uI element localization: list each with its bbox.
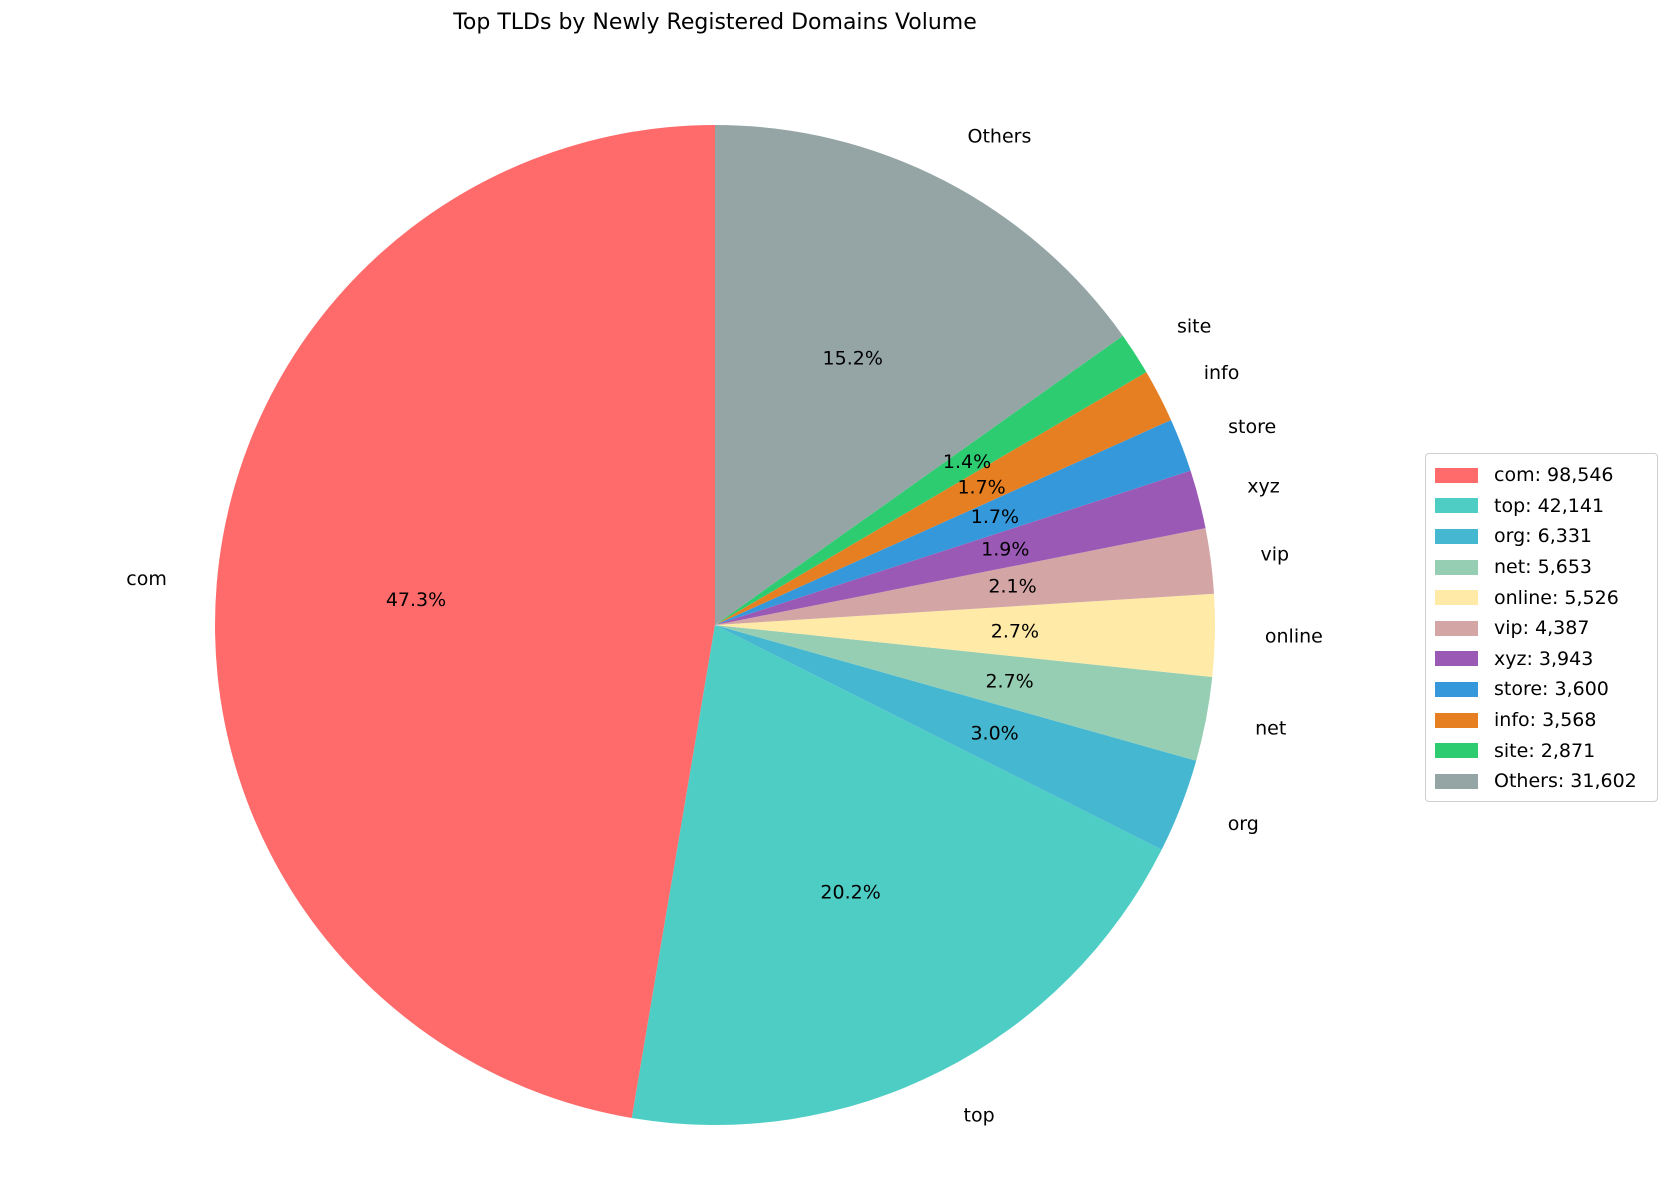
- legend-label: vip: 4,387: [1494, 617, 1590, 640]
- legend-item-top: top: 42,141: [1426, 491, 1657, 522]
- legend-label: org: 6,331: [1494, 525, 1592, 548]
- legend-label: com: 98,546: [1494, 464, 1614, 487]
- legend-swatch: [1435, 528, 1478, 544]
- percent-labels: 47.3% 20.2% 3.0% 2.7% 2.7% 2.1% 1.9% 1.7% 1.7% 1.…: [386, 348, 1039, 904]
- slice-site: [715, 335, 1147, 625]
- pie-slices: [215, 125, 1215, 1125]
- slice-info: [715, 372, 1172, 625]
- legend-item-xyz: xyz: 3,943: [1426, 644, 1657, 675]
- legend-swatch: [1435, 743, 1478, 759]
- slice-others: [715, 125, 1123, 625]
- slice-label-net: net: [1255, 718, 1286, 740]
- legend-label: xyz: 3,943: [1494, 647, 1594, 670]
- legend-item-com: com: 98,546: [1426, 460, 1657, 491]
- legend-label: top: 42,141: [1494, 494, 1605, 517]
- legend-item-net: net: 5,653: [1426, 552, 1657, 583]
- legend-item-vip: vip: 4,387: [1426, 613, 1657, 644]
- legend-item-org: org: 6,331: [1426, 521, 1657, 552]
- slice-vip: [715, 528, 1215, 625]
- chart-title: Top TLDs by Newly Registered Domains Vol…: [453, 10, 977, 35]
- legend-label: store: 3,600: [1494, 678, 1609, 701]
- percent-label-site: 1.4%: [943, 451, 991, 473]
- legend-swatch: [1435, 681, 1478, 697]
- percent-label-top: 20.2%: [820, 882, 880, 904]
- legend-item-others: Others: 31,602: [1426, 766, 1657, 797]
- legend-label: info: 3,568: [1494, 709, 1597, 732]
- slice-online: [715, 593, 1215, 678]
- legend: com: 98,546 top: 42,141 org: 6,331 net: 5,6…: [1425, 453, 1658, 802]
- legend-swatch: [1435, 620, 1478, 636]
- legend-swatch: [1435, 651, 1478, 667]
- slice-label-xyz: xyz: [1247, 476, 1279, 498]
- percent-label-xyz: 1.9%: [981, 539, 1029, 561]
- slice-top: [631, 625, 1162, 1125]
- slice-label-top: top: [964, 1105, 995, 1127]
- percent-label-net: 2.7%: [985, 671, 1033, 693]
- legend-swatch: [1435, 467, 1478, 483]
- pie-chart: com top org net online vip xyz store info site Oth…: [126, 125, 1323, 1127]
- legend-item-site: site: 2,871: [1426, 735, 1657, 766]
- percent-label-vip: 2.1%: [988, 576, 1036, 598]
- legend-swatch: [1435, 498, 1478, 514]
- slice-label-vip: vip: [1261, 543, 1290, 565]
- legend-swatch: [1435, 773, 1478, 789]
- slice-org: [715, 625, 1197, 850]
- percent-label-others: 15.2%: [823, 348, 883, 370]
- legend-label: net: 5,653: [1494, 556, 1593, 579]
- percent-label-com: 47.3%: [386, 589, 446, 611]
- slice-label-com: com: [126, 568, 167, 590]
- slice-xyz: [715, 470, 1206, 625]
- percent-label-org: 3.0%: [970, 723, 1018, 745]
- slice-labels: com top org net online vip xyz store info site Oth…: [126, 125, 1323, 1126]
- legend-swatch: [1435, 559, 1478, 575]
- slice-label-others: Others: [968, 125, 1032, 147]
- legend-item-store: store: 3,600: [1426, 674, 1657, 705]
- legend-item-online: online: 5,526: [1426, 582, 1657, 613]
- slice-com: [215, 125, 715, 1119]
- legend-swatch: [1435, 590, 1478, 606]
- slice-label-org: org: [1228, 813, 1259, 835]
- percent-label-info: 1.7%: [957, 476, 1005, 498]
- percent-label-store: 1.7%: [971, 506, 1019, 528]
- legend-label: online: 5,526: [1494, 586, 1619, 609]
- slice-label-store: store: [1228, 416, 1276, 438]
- slice-label-online: online: [1265, 626, 1323, 648]
- slice-net: [715, 625, 1213, 761]
- slice-label-site: site: [1177, 316, 1211, 338]
- legend-item-info: info: 3,568: [1426, 705, 1657, 736]
- legend-label: site: 2,871: [1494, 739, 1596, 762]
- slice-label-info: info: [1204, 362, 1240, 384]
- legend-swatch: [1435, 712, 1478, 728]
- percent-label-online: 2.7%: [991, 620, 1039, 642]
- legend-label: Others: 31,602: [1494, 770, 1637, 793]
- slice-store: [715, 419, 1191, 625]
